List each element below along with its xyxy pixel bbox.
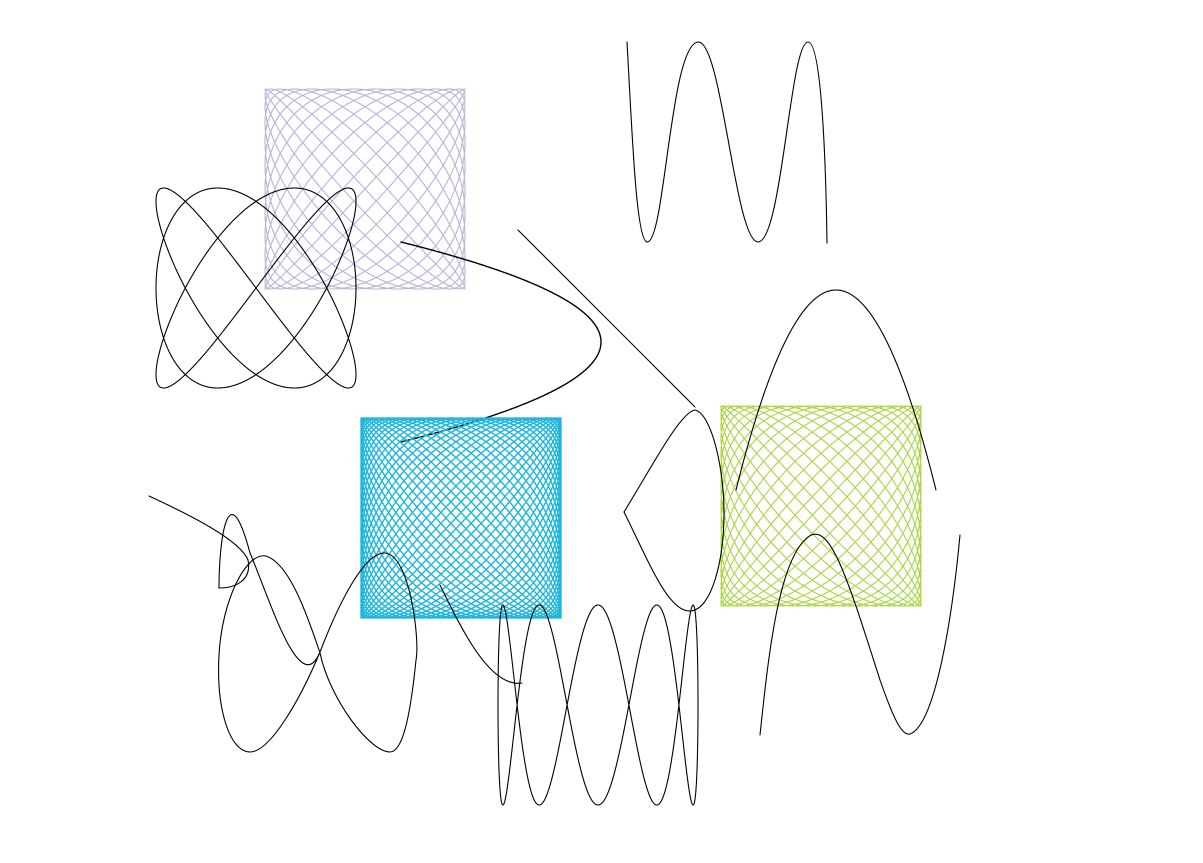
black-arc-right xyxy=(623,409,725,612)
black-figure-eight-center xyxy=(400,241,602,443)
violet-lissajous-square xyxy=(264,88,466,290)
lime-lissajous xyxy=(720,405,922,607)
cyan-lissajous-dense xyxy=(360,417,562,619)
black-hook-bottom-left xyxy=(148,495,250,589)
black-lissajous-bottom-center xyxy=(497,604,699,806)
black-wave-bottom-right xyxy=(759,533,961,736)
black-short-curve-center xyxy=(439,584,523,684)
black-diagonal-line xyxy=(517,229,696,408)
black-lissajous-left xyxy=(155,187,357,389)
black-lissajous-right xyxy=(735,289,937,491)
black-wave-bottom-left xyxy=(218,513,418,753)
black-wave-top-right xyxy=(626,41,828,244)
